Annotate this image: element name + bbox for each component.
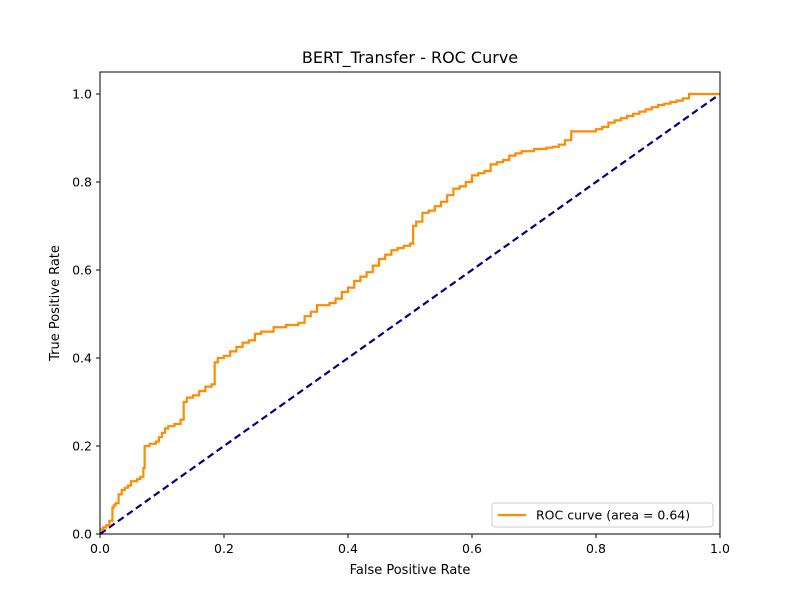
y-axis-ticks: 0.0 0.2 0.4 0.6 0.8 1.0: [72, 87, 100, 542]
x-tick-label: 0.8: [586, 541, 606, 556]
x-tick-label: 0.0: [90, 541, 110, 556]
x-tick-label: 0.2: [214, 541, 234, 556]
legend-box: [491, 502, 714, 528]
x-tick-label: 1.0: [710, 541, 730, 556]
y-tick-label: 0.0: [72, 527, 92, 542]
legend-label-roc: ROC curve (area = 0.64): [536, 508, 690, 523]
legend: ROC curve (area = 0.64): [491, 502, 714, 528]
y-tick-label: 0.4: [72, 351, 92, 366]
chart-title: BERT_Transfer - ROC Curve: [302, 48, 518, 68]
x-axis-label: False Positive Rate: [350, 563, 471, 578]
plot-area: [99, 92, 721, 535]
y-axis-label: True Positive Rate: [48, 245, 63, 362]
y-tick-label: 0.8: [72, 175, 92, 190]
chance-diagonal-line: [99, 93, 721, 535]
y-tick-label: 1.0: [72, 87, 92, 102]
y-tick-label: 0.6: [72, 263, 92, 278]
roc-curve-line: [100, 92, 720, 531]
x-tick-label: 0.6: [462, 541, 482, 556]
x-axis-ticks: 0.0 0.2 0.4 0.6 0.8 1.0: [90, 534, 730, 556]
y-tick-label: 0.2: [72, 439, 92, 454]
x-tick-label: 0.4: [338, 541, 358, 556]
axes-frame: [99, 71, 721, 535]
